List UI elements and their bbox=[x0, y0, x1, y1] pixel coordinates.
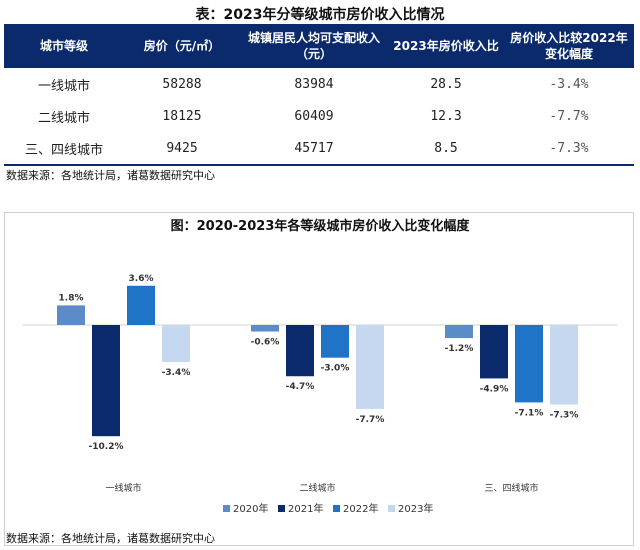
table-row: 二线城市 18125 60409 12.3 -7.7% bbox=[4, 100, 634, 132]
header-city-level: 城市等级 bbox=[4, 24, 124, 68]
cell-ratio: 8.5 bbox=[388, 132, 504, 166]
data-label: -0.6% bbox=[251, 338, 280, 348]
bar-2022年-二线城市 bbox=[321, 325, 349, 358]
table-source-note: 数据来源：各地统计局，诸葛数据研究中心 bbox=[6, 169, 215, 182]
header-change: 房价收入比较2022年变化幅度 bbox=[504, 24, 634, 68]
data-label: -10.2% bbox=[89, 442, 124, 452]
cell-city: 一线城市 bbox=[37, 78, 90, 94]
table-row: 一线城市 58288 83984 28.5 -3.4% bbox=[4, 68, 634, 100]
legend-swatch bbox=[223, 505, 230, 512]
cell-change: -7.3% bbox=[504, 132, 634, 166]
chart-panel: 1.8% -0.6% -1.2% -10.2% -4.7% -4.9% 3.6% -3.0% -… bbox=[4, 212, 634, 546]
cell-income: 45717 bbox=[240, 132, 388, 166]
cell-city: 二线城市 bbox=[37, 110, 90, 126]
bar-2022年-三、四线城市 bbox=[515, 325, 543, 403]
cell-price: 9425 bbox=[124, 132, 240, 166]
legend-swatch bbox=[278, 505, 285, 512]
bar-2023年-二线城市 bbox=[356, 325, 384, 409]
legend-label: 2023年 bbox=[398, 502, 433, 515]
header-price: 房价（元/㎡） bbox=[124, 24, 240, 68]
legend-swatch bbox=[388, 505, 395, 512]
table-row: 三、四线城市 9425 45717 8.5 -7.3% bbox=[4, 132, 634, 166]
data-label: -3.4% bbox=[162, 368, 191, 378]
data-label: -1.2% bbox=[445, 344, 474, 354]
table-header-row: 城市等级 房价（元/㎡） 城镇居民人均可支配收入（元） 2023年房价收入比 房… bbox=[4, 24, 634, 68]
bar-2021年-一线城市 bbox=[92, 325, 120, 437]
legend-label: 2020年 bbox=[233, 502, 268, 515]
category-label: 三、四线城市 bbox=[484, 482, 538, 494]
cell-city: 三、四线城市 bbox=[4, 132, 124, 166]
legend-label: 2021年 bbox=[288, 502, 323, 515]
bar-2023年-一线城市 bbox=[162, 325, 190, 363]
bar-chart: 1.8% -0.6% -1.2% -10.2% -4.7% -4.9% 3.6% -3.0% -… bbox=[23, 274, 617, 515]
cell-ratio: 12.3 bbox=[430, 108, 462, 124]
data-label: 3.6% bbox=[129, 274, 154, 284]
legend-swatch bbox=[333, 505, 340, 512]
chart-source-note: 数据来源：各地统计局，诸葛数据研究中心 bbox=[6, 532, 215, 545]
bar-2020年-一线城市 bbox=[57, 305, 85, 325]
category-label: 一线城市 bbox=[105, 482, 141, 494]
bar-2020年-二线城市 bbox=[251, 325, 279, 332]
cell-price: 58288 bbox=[162, 76, 202, 92]
data-label: -7.1% bbox=[515, 408, 544, 418]
data-label: -7.7% bbox=[356, 415, 385, 425]
header-ratio: 2023年房价收入比 bbox=[388, 24, 504, 68]
bar-2022年-一线城市 bbox=[127, 285, 155, 325]
bar-2021年-三、四线城市 bbox=[480, 325, 508, 379]
header-income: 城镇居民人均可支配收入（元） bbox=[240, 24, 388, 68]
category-label: 二线城市 bbox=[299, 482, 335, 494]
cell-income: 60409 bbox=[294, 108, 334, 124]
legend-label: 2022年 bbox=[343, 502, 378, 515]
chart-title: 图：2020-2023年各等级城市房价收入比变化幅度 bbox=[170, 219, 470, 234]
cell-change: -3.4% bbox=[549, 76, 589, 92]
price-income-table: 城市等级 房价（元/㎡） 城镇居民人均可支配收入（元） 2023年房价收入比 房… bbox=[4, 24, 634, 166]
cell-price: 18125 bbox=[162, 108, 202, 124]
data-label: 1.8% bbox=[59, 293, 84, 303]
data-label: -7.3% bbox=[550, 411, 579, 421]
cell-ratio: 28.5 bbox=[430, 76, 462, 92]
bar-2023年-三、四线城市 bbox=[550, 325, 578, 405]
bar-2021年-二线城市 bbox=[286, 325, 314, 377]
bar-2020年-三、四线城市 bbox=[445, 325, 473, 339]
table-title: 表：2023年分等级城市房价收入比情况 bbox=[195, 7, 445, 23]
data-label: -4.9% bbox=[480, 384, 509, 394]
cell-income: 83984 bbox=[294, 76, 334, 92]
cell-change: -7.7% bbox=[549, 108, 589, 124]
data-label: -4.7% bbox=[286, 382, 315, 392]
data-label: -3.0% bbox=[321, 364, 350, 374]
